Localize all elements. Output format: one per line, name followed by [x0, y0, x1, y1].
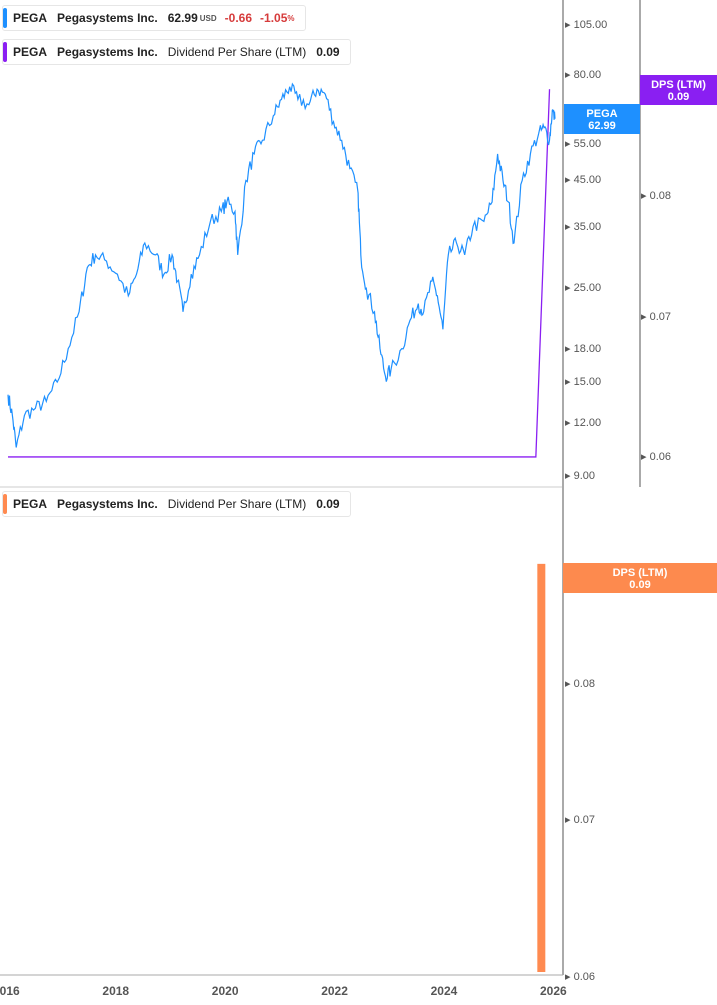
price-axis-tick: ▸ 9.00 [565, 469, 595, 482]
legend-company: Pegasystems Inc. [57, 497, 158, 511]
legend-company: Pegasystems Inc. [57, 11, 158, 25]
legend-currency: USD [199, 13, 217, 23]
price-tag-label: PEGA [586, 108, 618, 120]
dps-top-legend[interactable]: PEGA Pegasystems Inc. Dividend Per Share… [2, 39, 351, 65]
dps-tag-label: DPS (LTM) [651, 79, 706, 91]
price-axis-tick: ▸ 15.00 [565, 376, 602, 389]
legend-price: 62.99 [167, 11, 198, 25]
dps-axis-tick: ▸ 0.06 [641, 450, 671, 463]
price-axis-tick: ▸ 25.00 [565, 282, 602, 295]
legend-change-pct: -1.05 [260, 11, 288, 25]
price-line [7, 82, 556, 448]
legend-ticker: PEGA [13, 45, 48, 59]
legend-metric: Dividend Per Share (LTM) [167, 497, 307, 511]
legend-color-marker [3, 494, 7, 514]
legend-ticker: PEGA [13, 497, 48, 511]
x-axis-tick: 2024 [430, 984, 458, 998]
legend-company: Pegasystems Inc. [57, 45, 158, 59]
bar-axis-tick: ▸ 0.07 [565, 814, 595, 827]
price-legend[interactable]: PEGA Pegasystems Inc. 62.99 USD -0.66 -1… [2, 5, 306, 31]
legend-pct-sign: % [287, 13, 295, 23]
dps-bar [537, 563, 546, 972]
legend-value: 0.09 [316, 45, 340, 59]
dps-axis-tick: ▸ 0.08 [641, 190, 671, 202]
dps-top-tag: DPS (LTM) 0.09 [640, 75, 717, 105]
dps-bottom-tag: DPS (LTM) 0.09 [563, 563, 717, 593]
x-axis-tick: 2026 [540, 984, 567, 998]
price-tag-value: 62.99 [588, 120, 616, 132]
bar-axis-tick: ▸ 0.08 [565, 678, 595, 690]
price-axis-tick: ▸ 105.00 [565, 19, 608, 31]
x-axis-tick: 2016 [0, 984, 20, 998]
price-axis-tick: ▸ 18.00 [565, 342, 602, 355]
price-axis-tick: ▸ 55.00 [565, 137, 602, 150]
dps-bottom-legend[interactable]: PEGA Pegasystems Inc. Dividend Per Share… [2, 491, 351, 517]
dps-tag-label: DPS (LTM) [612, 567, 668, 579]
bar-axis-tick: ▸ 0.06 [565, 971, 595, 984]
legend-metric: Dividend Per Share (LTM) [167, 45, 307, 59]
price-axis-tick: ▸ 12.00 [565, 417, 602, 430]
legend-change: -0.66 [224, 11, 253, 25]
dps-line [8, 89, 551, 458]
price-axis-tick: ▸ 80.00 [565, 68, 602, 81]
legend-ticker: PEGA [13, 11, 48, 25]
x-axis-tick: 2022 [321, 984, 348, 998]
dps-tag-value: 0.09 [629, 579, 651, 591]
legend-color-marker [3, 8, 7, 28]
x-axis-tick: 2020 [211, 984, 239, 998]
legend-value: 0.09 [316, 497, 340, 511]
dps-tag-value: 0.09 [667, 91, 690, 103]
legend-color-marker [3, 42, 7, 62]
dps-axis-tick: ▸ 0.07 [641, 311, 671, 324]
price-axis-tick: ▸ 35.00 [565, 220, 602, 233]
x-axis-tick: 2018 [102, 984, 130, 998]
price-axis-tick: ▸ 45.00 [565, 174, 602, 187]
price-tag: PEGA 62.99 [564, 104, 640, 134]
